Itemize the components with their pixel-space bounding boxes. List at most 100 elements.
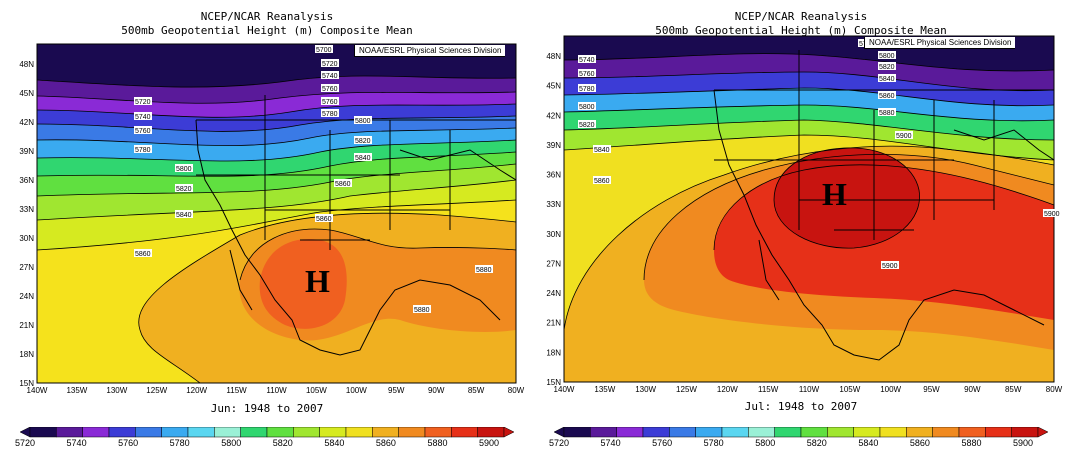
period-label: Jul: 1948 to 2007	[744, 400, 858, 413]
contour-label: 5840	[879, 76, 895, 83]
lon-tick-label: 115W	[758, 385, 779, 394]
lat-tick-label: 36N	[19, 176, 34, 185]
lat-tick-label: 27N	[19, 263, 34, 272]
colorbar-label: 5780	[703, 438, 724, 448]
contour-label: 5900	[896, 133, 912, 140]
contour-label-bg	[881, 261, 899, 269]
contour-label-bg	[578, 102, 596, 110]
lat-tick-label: 36N	[546, 171, 561, 180]
contour-label-bg	[354, 136, 372, 144]
contour-label: 5820	[879, 64, 895, 71]
contour-label: 5720	[135, 99, 151, 106]
lat-tick-label: 30N	[19, 234, 34, 243]
colorbar-label: 5880	[427, 438, 448, 448]
contour-label: 5760	[322, 99, 338, 106]
lat-tick-label: 39N	[546, 141, 561, 150]
contour-label-bg	[321, 97, 339, 105]
lon-tick-label: 105W	[839, 385, 860, 394]
contour-label-bg	[354, 116, 372, 124]
colorbar-label: 5760	[118, 438, 139, 448]
contour-label-bg	[578, 55, 596, 63]
contour-label: 5840	[594, 147, 610, 154]
lon-tick-label: 120W	[717, 385, 738, 394]
contour-label-bg	[878, 51, 896, 59]
lon-tick-label: 100W	[346, 386, 367, 395]
lon-tick-label: 135W	[594, 385, 615, 394]
lon-tick-label: 85W	[468, 386, 485, 395]
contour-label: 5820	[176, 186, 192, 193]
contour-label: 5900	[882, 263, 898, 270]
contour-label: 5900	[1044, 211, 1060, 218]
lat-tick-label: 21N	[546, 319, 561, 328]
colorbar-arrow-right	[1037, 427, 1049, 438]
lat-tick-label: 15N	[546, 378, 561, 387]
july-map: H 57805800582058405860588057405760578058…	[546, 35, 1063, 394]
lat-tick-label: 18N	[546, 348, 561, 357]
contour-label-bg	[175, 184, 193, 192]
contour-label-bg	[878, 108, 896, 116]
colorbar-arrow-right	[503, 427, 515, 438]
colorbar-label: 5760	[652, 438, 673, 448]
colorbar-label: 5900	[1013, 438, 1034, 448]
credit-label: NOAA/ESRL Physical Sciences Division	[864, 37, 1016, 49]
contour-label-bg	[321, 59, 339, 67]
contour-label: 5860	[879, 93, 895, 100]
july-panel: NCEP/NCAR Reanalysis 500mb Geopotential …	[534, 0, 1068, 450]
contour-label: 5860	[316, 216, 332, 223]
lon-tick-label: 130W	[106, 386, 127, 395]
contour-label: 5800	[579, 104, 595, 111]
colorbar-label: 5740	[600, 438, 621, 448]
high-pressure-marker: H	[822, 176, 847, 212]
colorbar-label: 5840	[324, 438, 345, 448]
lon-tick-label: 120W	[186, 386, 207, 395]
contour-label-bg	[334, 179, 352, 187]
lon-tick-label: 105W	[306, 386, 327, 395]
contour-label-bg	[134, 97, 152, 105]
lat-tick-label: 24N	[19, 292, 34, 301]
period-label: Jun: 1948 to 2007	[210, 402, 324, 415]
contour-label: 5740	[135, 114, 151, 121]
contour-label: 5860	[594, 178, 610, 185]
colorbar-label: 5720	[15, 438, 36, 448]
contour-label: 5840	[355, 155, 371, 162]
colorbar-label: 5720	[549, 438, 570, 448]
contour-label-bg	[321, 84, 339, 92]
colorbar-july	[553, 427, 1049, 438]
colorbar-label: 5880	[961, 438, 982, 448]
contour-label: 5740	[322, 73, 338, 80]
contour-label: 5780	[135, 147, 151, 154]
contour-label-bg	[475, 265, 493, 273]
lat-tick-label: 15N	[19, 379, 34, 388]
lat-tick-label: 33N	[546, 200, 561, 209]
contour-label: 5860	[335, 181, 351, 188]
contour-label: 5840	[176, 212, 192, 219]
contour-label: 5700	[316, 47, 332, 54]
contour-label-bg	[134, 126, 152, 134]
lat-tick-label: 30N	[546, 230, 561, 239]
contour-label: 5760	[135, 128, 151, 135]
contour-label-bg	[593, 145, 611, 153]
contour-label: 5780	[322, 111, 338, 118]
june-map: H 5700 5720 5740 5760 5760 5780 5720 5740 5760 57…	[19, 43, 525, 395]
contour-label-bg	[321, 71, 339, 79]
contour-label: 5760	[579, 71, 595, 78]
lat-tick-label: 27N	[546, 259, 561, 268]
contour-label: 5880	[414, 307, 430, 314]
june-panel: NCEP/NCAR Reanalysis 500mb Geopotential …	[19, 10, 525, 415]
credit-label: NOAA/ESRL Physical Sciences Division	[354, 45, 506, 57]
high-pressure-marker: H	[305, 263, 330, 299]
contour-label: 5740	[579, 57, 595, 64]
panel-title: NCEP/NCAR Reanalysis	[200, 10, 334, 23]
panel-title: NCEP/NCAR Reanalysis	[734, 10, 868, 23]
colorbar-labels-july: 5720 5740 5760 5780 5800 5820 5840 5860 5880 5900	[534, 435, 1068, 450]
contour-label-bg	[593, 176, 611, 184]
contour-label-bg	[878, 91, 896, 99]
lon-tick-label: 90W	[428, 386, 445, 395]
lon-tick-label: 115W	[226, 386, 247, 395]
colorbar-label: 5780	[169, 438, 190, 448]
contour-label-bg	[321, 109, 339, 117]
contour-label: 5800	[355, 118, 371, 125]
lon-tick-label: 140W	[27, 386, 48, 395]
contour-label-bg	[175, 210, 193, 218]
lat-tick-label: 45N	[546, 82, 561, 91]
